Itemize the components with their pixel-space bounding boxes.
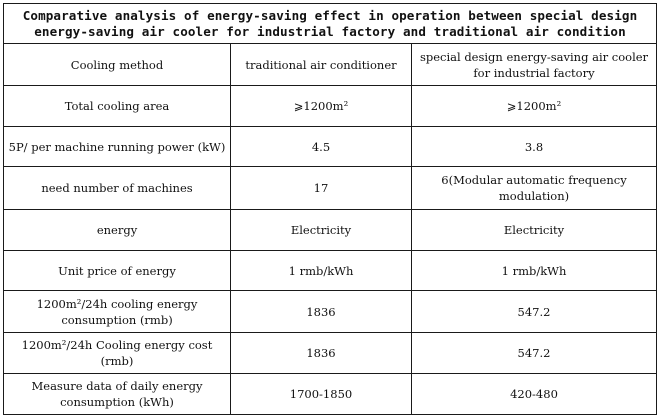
row-traditional-value: 1700-1850 (230, 373, 412, 415)
row-label: energy (3, 209, 231, 251)
row-special-value: Electricity (411, 209, 657, 251)
table-title-line-2: energy-saving air cooler for industrial … (34, 23, 626, 39)
row-label: Total cooling area (3, 85, 231, 127)
header-cooling-method: Cooling method (3, 43, 231, 86)
table-row: 5P/ per machine running power (kW) 4.5 3… (3, 126, 657, 167)
row-special-value: 3.8 (411, 126, 657, 167)
row-label: 1200m²/24h Cooling energy cost (rmb) (3, 332, 231, 374)
row-label: 1200m²/24h cooling energy consumption (r… (3, 290, 231, 333)
row-traditional-value: 4.5 (230, 126, 412, 167)
header-special: special design energy-saving air cooler … (411, 43, 657, 86)
row-special-value: 420-480 (411, 373, 657, 415)
table-row: 1200m²/24h Cooling energy cost (rmb) 183… (3, 332, 657, 374)
row-special-value: 6(Modular automatic frequency modulation… (411, 166, 657, 210)
row-traditional-value: Electricity (230, 209, 412, 251)
table-title: Comparative analysis of energy-saving ef… (3, 3, 657, 44)
table-row: need number of machines 17 6(Modular aut… (3, 166, 657, 210)
table-row: Measure data of daily energy consumption… (3, 373, 657, 415)
header-traditional: traditional air conditioner (230, 43, 412, 86)
table-row: energy Electricity Electricity (3, 209, 657, 251)
row-special-value: ⩾1200m² (411, 85, 657, 127)
table-title-line-1: Comparative analysis of energy-saving ef… (22, 7, 638, 23)
row-traditional-value: ⩾1200m² (230, 85, 412, 127)
row-special-value: 547.2 (411, 290, 657, 333)
row-traditional-value: 1 rmb/kWh (230, 250, 412, 291)
comparison-table-container: Comparative analysis of energy-saving ef… (3, 3, 658, 417)
row-label: Unit price of energy (3, 250, 231, 291)
table-row: Unit price of energy 1 rmb/kWh 1 rmb/kWh (3, 250, 657, 291)
row-traditional-value: 1836 (230, 332, 412, 374)
row-label: Measure data of daily energy consumption… (3, 373, 231, 415)
row-label: need number of machines (3, 166, 231, 210)
row-traditional-value: 17 (230, 166, 412, 210)
title-row: Comparative analysis of energy-saving ef… (3, 3, 657, 44)
table-row: Total cooling area ⩾1200m² ⩾1200m² (3, 85, 657, 127)
row-special-value: 547.2 (411, 332, 657, 374)
comparison-table: Comparative analysis of energy-saving ef… (3, 3, 657, 415)
row-traditional-value: 1836 (230, 290, 412, 333)
row-label: 5P/ per machine running power (kW) (3, 126, 231, 167)
table-row: 1200m²/24h cooling energy consumption (r… (3, 290, 657, 333)
header-row: Cooling method traditional air condition… (3, 43, 657, 86)
row-special-value: 1 rmb/kWh (411, 250, 657, 291)
